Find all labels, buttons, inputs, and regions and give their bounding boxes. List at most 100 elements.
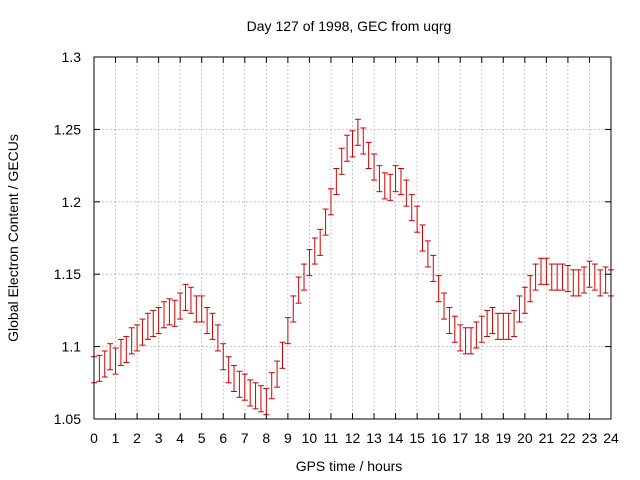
x-tick-label: 16 (431, 430, 447, 446)
error-bar-point (354, 118, 361, 146)
x-tick-label: 7 (241, 430, 249, 446)
error-bar-point (295, 276, 302, 304)
error-bar-point (209, 312, 216, 340)
error-bar-point (414, 205, 421, 233)
x-tick-label: 17 (452, 430, 468, 446)
error-bar-point (505, 312, 512, 340)
error-bar-point (214, 324, 221, 352)
error-bar-point (247, 379, 254, 407)
error-bar-point (290, 295, 297, 323)
error-bar-point (311, 237, 318, 265)
error-bar-point (591, 263, 598, 291)
error-bar-point (537, 257, 544, 285)
error-bar-point (317, 228, 324, 256)
x-tick-label: 11 (324, 430, 339, 446)
error-bar-point (597, 269, 604, 297)
error-bar-point (484, 309, 491, 337)
y-tick-labels: 1.05 1.1 1.15 1.2 1.25 1.3 (54, 49, 81, 427)
x-tick-label: 0 (90, 430, 98, 446)
error-bar-point (344, 134, 351, 162)
x-tick-label: 6 (219, 430, 227, 446)
x-tick-label: 24 (603, 430, 619, 446)
error-bar-point (150, 309, 157, 337)
grid-lines (94, 57, 611, 419)
error-bar-point (500, 312, 507, 340)
error-bar-point (457, 324, 464, 352)
error-bar-point (327, 188, 334, 216)
error-bar-point (198, 295, 205, 323)
error-bar-point (252, 382, 259, 410)
y-tick-label: 1.2 (62, 194, 82, 210)
error-bar-point (284, 317, 291, 345)
x-axis-label: GPS time / hours (296, 458, 403, 474)
error-bar-point (107, 343, 114, 371)
error-bar-point (435, 275, 442, 303)
error-bar-point (279, 341, 286, 369)
error-bar-point (139, 318, 146, 346)
error-bar-point (570, 269, 577, 297)
error-bar-point (112, 347, 119, 375)
error-bar-point (161, 301, 168, 329)
y-tick-label: 1.1 (62, 339, 82, 355)
error-bar-point (155, 307, 162, 335)
error-bar-point (441, 292, 448, 320)
error-bar-point (204, 307, 211, 335)
error-bar-point (257, 385, 264, 413)
x-tick-label: 19 (496, 430, 512, 446)
error-bar-point (338, 147, 345, 175)
error-bar-point (548, 263, 555, 291)
error-bar-point (306, 249, 313, 277)
error-bar-point (602, 266, 609, 294)
x-tick-label: 22 (560, 430, 576, 446)
error-bar-point (575, 269, 582, 297)
error-bar-point (376, 165, 383, 193)
error-bar-point (117, 338, 124, 366)
error-bar-point (144, 312, 151, 340)
error-bar-point (101, 350, 108, 378)
error-bar-point (489, 307, 496, 335)
x-tick-label: 3 (155, 430, 163, 446)
chart-title: Day 127 of 1998, GEC from uqrg (247, 18, 452, 34)
x-tick-label: 5 (198, 430, 206, 446)
error-bar-point (177, 292, 184, 320)
error-bar-point (516, 295, 523, 323)
error-bar-point (387, 173, 394, 201)
y-tick-label: 1.25 (54, 121, 81, 137)
error-bar-point (403, 179, 410, 207)
error-bar-point (554, 263, 561, 291)
error-bars (91, 118, 614, 416)
error-bar-point (231, 364, 238, 392)
error-bar-point (478, 315, 485, 343)
error-bar-point (134, 324, 141, 352)
x-tick-label: 12 (345, 430, 361, 446)
error-bar-point (527, 275, 534, 303)
error-bar-point (193, 295, 200, 323)
error-bar-point (365, 141, 372, 169)
error-bar-point (349, 130, 356, 158)
error-bar-point (564, 265, 571, 293)
error-bar-point (96, 354, 103, 382)
error-bar-point (430, 254, 437, 282)
error-bar-point (360, 127, 367, 155)
error-bar-point (381, 172, 388, 200)
error-bar-point (392, 165, 399, 193)
x-tick-label: 4 (176, 430, 184, 446)
x-tick-label: 15 (409, 430, 425, 446)
error-bar-point (511, 309, 518, 337)
error-bar-point (263, 388, 270, 416)
error-bar-point (586, 260, 593, 288)
x-tick-label: 18 (474, 430, 490, 446)
x-tick-label: 1 (112, 430, 120, 446)
error-bar-point (274, 360, 281, 388)
error-bar-point (225, 356, 232, 384)
error-bar-point (322, 208, 329, 236)
x-tick-label: 2 (133, 430, 141, 446)
error-bar-point (462, 327, 469, 355)
error-bar-point (581, 266, 588, 294)
error-bar-point (532, 263, 539, 291)
error-bar-point (128, 327, 135, 355)
x-tick-labels: 0 1 2 3 4 5 6 7 8 9 10 11 12 13 14 15 16 17 18 19 20 21 22 23 24 (90, 430, 619, 446)
error-bar-point (521, 286, 528, 314)
error-bar-point (171, 299, 178, 327)
